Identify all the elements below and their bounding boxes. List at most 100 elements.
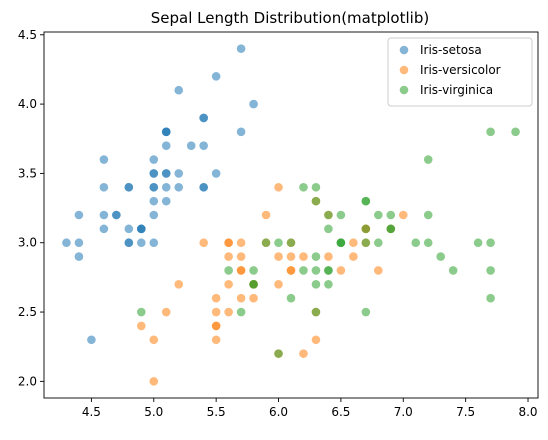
data-point [99, 210, 109, 220]
data-point [87, 335, 96, 345]
data-point [174, 280, 184, 289]
y-tick-label: 4.5 [18, 28, 37, 42]
data-point [224, 252, 233, 261]
data-point [349, 238, 358, 248]
data-point [224, 238, 233, 248]
data-point [137, 238, 146, 248]
data-point [149, 238, 159, 248]
data-point [324, 224, 333, 234]
data-point [336, 266, 346, 275]
data-point [436, 252, 446, 261]
data-point [74, 238, 84, 248]
data-point [286, 238, 296, 248]
data-point [174, 182, 184, 192]
data-point [149, 377, 159, 386]
legend-box [387, 37, 533, 107]
data-point [199, 238, 208, 248]
data-point [236, 266, 246, 275]
data-point [211, 321, 221, 331]
data-point [149, 155, 159, 164]
data-point [124, 224, 134, 234]
y-tick-label: 3.5 [18, 166, 37, 180]
data-point [261, 210, 271, 220]
data-point [324, 280, 333, 289]
data-point [161, 182, 171, 192]
data-point [299, 349, 308, 358]
data-point [311, 252, 321, 261]
data-point [361, 224, 371, 234]
data-point [423, 238, 433, 248]
data-point [224, 280, 233, 289]
data-point [161, 307, 171, 317]
data-point [274, 280, 283, 289]
data-point [324, 210, 333, 220]
data-point [311, 307, 321, 317]
data-point [199, 141, 208, 150]
data-point [486, 127, 495, 137]
data-point [186, 141, 196, 150]
data-point [299, 266, 308, 275]
x-tick-label: 8.0 [518, 405, 537, 419]
data-point [236, 238, 246, 248]
data-point [224, 307, 233, 317]
data-point [74, 210, 84, 220]
data-point [137, 224, 146, 234]
data-point [311, 280, 321, 289]
data-point [149, 169, 159, 178]
data-point [249, 293, 258, 303]
series-0 [62, 44, 258, 345]
data-point [149, 210, 159, 220]
data-point [99, 224, 109, 234]
data-point [174, 169, 184, 178]
data-point [211, 307, 221, 317]
legend-marker [399, 45, 409, 55]
data-point [274, 238, 283, 248]
data-point [149, 196, 159, 206]
data-point [137, 307, 146, 317]
data-point [374, 266, 383, 275]
data-point [374, 210, 383, 220]
data-point [199, 182, 208, 192]
x-tick-label: 7.5 [456, 405, 475, 419]
data-point [124, 182, 134, 192]
legend-label: Iris-setosa [420, 43, 482, 57]
data-point [324, 252, 333, 261]
data-point [311, 196, 321, 206]
legend: Iris-setosa Iris-versicolor Iris-virginica [387, 37, 533, 107]
legend-marker [399, 85, 409, 95]
axes: 4.5 5.0 5.5 6.0 6.5 7.0 7.5 8.0 2.0 2.5 3.0 3.5 4.0 4… [18, 28, 539, 419]
data-point [236, 293, 246, 303]
data-point [398, 210, 408, 220]
data-point [99, 155, 109, 164]
data-point [161, 127, 171, 137]
x-tick-label: 6.0 [269, 405, 288, 419]
data-point [473, 238, 483, 248]
data-point [324, 266, 333, 275]
data-point [361, 196, 371, 206]
data-point [286, 293, 296, 303]
data-point [511, 127, 520, 137]
data-point [236, 307, 246, 317]
data-point [423, 155, 433, 164]
data-point [112, 210, 121, 220]
data-point [99, 182, 109, 192]
data-point [249, 266, 258, 275]
data-point [286, 252, 296, 261]
data-point [299, 252, 308, 261]
data-point [211, 169, 221, 178]
x-tick-label: 5.5 [207, 405, 226, 419]
data-point [361, 238, 371, 248]
data-point [161, 141, 171, 150]
data-point [349, 252, 358, 261]
data-point [336, 210, 346, 220]
plot-frame [43, 31, 539, 399]
data-point [211, 72, 221, 81]
data-point [274, 252, 283, 261]
x-tick-label: 6.5 [331, 405, 350, 419]
data-point [137, 321, 146, 331]
data-point [274, 349, 283, 358]
y-tick-label: 2.0 [18, 374, 37, 388]
chart-title: Sepal Length Distribution(matplotlib) [151, 9, 429, 27]
